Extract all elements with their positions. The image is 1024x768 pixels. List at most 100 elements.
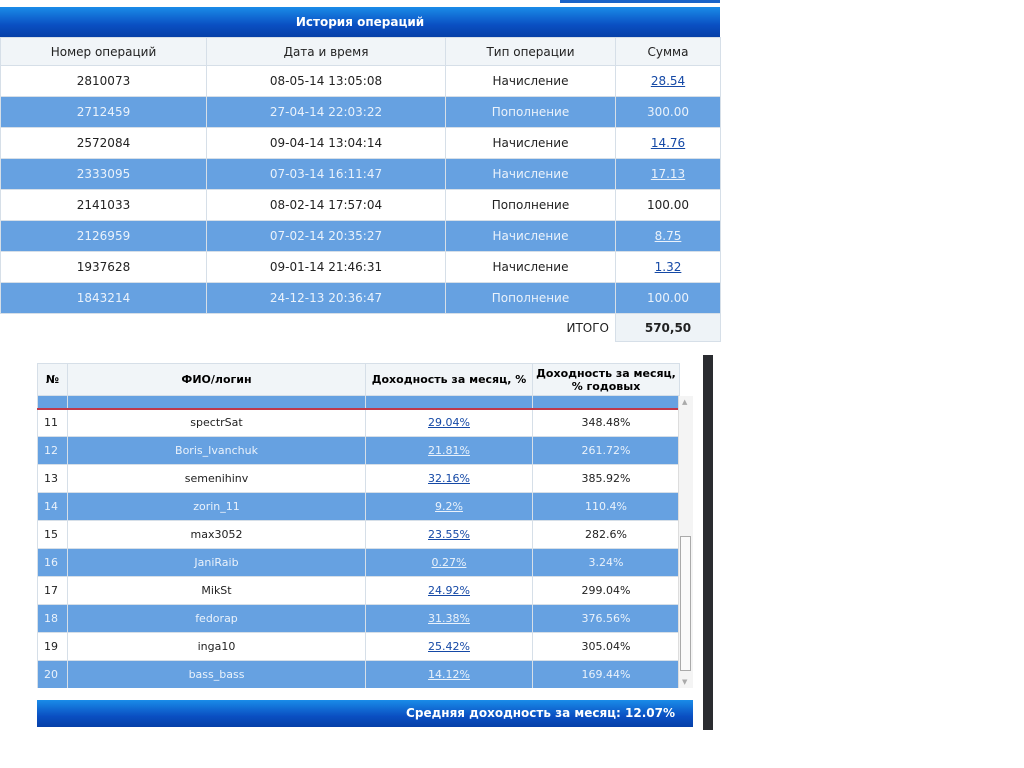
month-yield-link[interactable]: 25.42%	[428, 640, 470, 653]
col-header-number: №	[37, 363, 68, 396]
scrollbar[interactable]: ▲ ▼	[678, 396, 693, 688]
rank: 13	[37, 464, 68, 493]
table-row: 15 max3052 23.55% 282.6%	[37, 520, 680, 549]
operation-sum-cell: 100.00	[615, 282, 721, 314]
month-yield-cell: 14.12%	[365, 660, 533, 688]
table-row: 2333095 07-03-14 16:11:47 Начисление 17.13	[0, 158, 721, 190]
login: Boris_Ivanchuk	[67, 436, 366, 465]
operation-sum-link[interactable]: 1.32	[654, 260, 682, 274]
month-yield-link[interactable]: 29.04%	[428, 416, 470, 429]
operation-id: 2141033	[0, 189, 207, 221]
operation-sum-link[interactable]: 28.54	[650, 74, 686, 88]
table-row: 14 zorin_11 9.2% 110.4%	[37, 492, 680, 521]
year-yield: 261.72%	[532, 436, 680, 465]
operation-date: 24-12-13 20:36:47	[206, 282, 446, 314]
operation-sum-cell: 8.75	[615, 220, 721, 252]
year-yield: 282.6%	[532, 520, 680, 549]
table-row: 19 inga10 25.42% 305.04%	[37, 632, 680, 661]
month-yield-link[interactable]: 9.2%	[435, 500, 463, 513]
operation-id: 2810073	[0, 65, 207, 97]
scrollbar-thumb[interactable]	[680, 536, 691, 671]
month-yield-link[interactable]: 32.16%	[428, 472, 470, 485]
average-yield-bar: Средняя доходность за месяц: 12.07%	[37, 700, 693, 727]
operation-id: 1843214	[0, 282, 207, 314]
operation-id: 2126959	[0, 220, 207, 252]
table-row: 18 fedorap 31.38% 376.56%	[37, 604, 680, 633]
operation-type: Начисление	[445, 127, 616, 159]
login: spectrSat	[67, 408, 366, 437]
background-strip	[703, 355, 713, 730]
year-yield: 110.4%	[532, 492, 680, 521]
rank: 12	[37, 436, 68, 465]
operation-type: Пополнение	[445, 282, 616, 314]
operation-id: 2572084	[0, 127, 207, 159]
operation-type: Начисление	[445, 251, 616, 283]
operations-history: История операций Номер операций Дата и в…	[0, 7, 721, 342]
rank: 19	[37, 632, 68, 661]
table-row: 11 spectrSat 29.04% 348.48%	[37, 408, 680, 437]
scroll-up-icon[interactable]: ▲	[682, 398, 688, 406]
year-yield: 3.24%	[532, 548, 680, 577]
operation-sum-cell: 1.32	[615, 251, 721, 283]
operation-sum-cell: 17.13	[615, 158, 721, 190]
month-yield-cell: 24.92%	[365, 576, 533, 605]
month-yield-cell: 0.27%	[365, 548, 533, 577]
month-yield-link[interactable]: 21.81%	[428, 444, 470, 457]
rating-scroll-area[interactable]: 11 spectrSat 29.04% 348.48% 12 Boris_Ivanchuk…	[37, 396, 693, 688]
operation-date: 09-01-14 21:46:31	[206, 251, 446, 283]
operations-title: История операций	[0, 7, 720, 37]
operation-sum-link[interactable]: 8.75	[654, 229, 682, 243]
table-row: 2712459 27-04-14 22:03:22 Пополнение 300.00	[0, 96, 721, 128]
rank: 14	[37, 492, 68, 521]
year-yield: 348.48%	[532, 408, 680, 437]
table-row: 17 MikSt 24.92% 299.04%	[37, 576, 680, 605]
col-header-date: Дата и время	[206, 37, 446, 66]
col-header-month: Доходность за месяц, %	[365, 363, 533, 396]
table-row: 1843214 24-12-13 20:36:47 Пополнение 100.00	[0, 282, 721, 314]
login: JaniRaib	[67, 548, 366, 577]
operation-id: 2333095	[0, 158, 207, 190]
login: semenihinv	[67, 464, 366, 493]
month-yield-link[interactable]: 24.92%	[428, 584, 470, 597]
operation-date: 27-04-14 22:03:22	[206, 96, 446, 128]
rank: 20	[37, 660, 68, 688]
operation-sum-cell: 100.00	[615, 189, 721, 221]
table-row: 1937628 09-01-14 21:46:31 Начисление 1.32	[0, 251, 721, 283]
month-yield-cell: 31.38%	[365, 604, 533, 633]
login: fedorap	[67, 604, 366, 633]
month-yield-cell: 25.42%	[365, 632, 533, 661]
table-row: 2810073 08-05-14 13:05:08 Начисление 28.54	[0, 65, 721, 97]
operation-sum-link[interactable]: 17.13	[650, 167, 686, 181]
col-header-type: Тип операции	[445, 37, 616, 66]
rank: 17	[37, 576, 68, 605]
col-header-year: Доходность за месяц, % годовых	[532, 363, 680, 396]
table-row: 20 bass_bass 14.12% 169.44%	[37, 660, 680, 688]
rank: 18	[37, 604, 68, 633]
month-yield-link[interactable]: 23.55%	[428, 528, 470, 541]
rank: 16	[37, 548, 68, 577]
year-yield: 305.04%	[532, 632, 680, 661]
login: inga10	[67, 632, 366, 661]
month-yield-link[interactable]: 14.12%	[428, 668, 470, 681]
month-yield-link[interactable]: 31.38%	[428, 612, 470, 625]
scroll-down-icon[interactable]: ▼	[682, 678, 688, 686]
top-button-edge[interactable]	[560, 0, 720, 3]
month-yield-link[interactable]: 0.27%	[431, 556, 467, 569]
total-value: 570,50	[615, 313, 721, 342]
table-row: 12 Boris_Ivanchuk 21.81% 261.72%	[37, 436, 680, 465]
operation-type: Пополнение	[445, 189, 616, 221]
operation-sum-link[interactable]: 14.76	[650, 136, 686, 150]
operation-sum-cell: 28.54	[615, 65, 721, 97]
operation-sum: 300.00	[647, 105, 689, 119]
operation-date: 08-05-14 13:05:08	[206, 65, 446, 97]
month-yield-cell: 29.04%	[365, 408, 533, 437]
month-yield-cell: 32.16%	[365, 464, 533, 493]
highlight-line	[37, 408, 679, 410]
rank: 15	[37, 520, 68, 549]
rating-table: № ФИО/логин Доходность за месяц, % Доход…	[37, 363, 693, 688]
login: max3052	[67, 520, 366, 549]
table-row: 2572084 09-04-14 13:04:14 Начисление 14.76	[0, 127, 721, 159]
table-row: 2141033 08-02-14 17:57:04 Пополнение 100.00	[0, 189, 721, 221]
operation-type: Начисление	[445, 220, 616, 252]
table-row: 13 semenihinv 32.16% 385.92%	[37, 464, 680, 493]
